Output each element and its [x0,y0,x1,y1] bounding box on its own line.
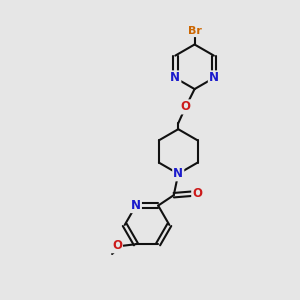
Text: Br: Br [188,26,202,36]
Text: N: N [170,71,180,84]
Text: O: O [192,187,202,200]
Text: N: N [173,167,183,180]
Text: N: N [131,199,141,212]
Text: O: O [181,100,191,113]
Text: N: N [209,71,219,84]
Text: O: O [112,239,122,252]
